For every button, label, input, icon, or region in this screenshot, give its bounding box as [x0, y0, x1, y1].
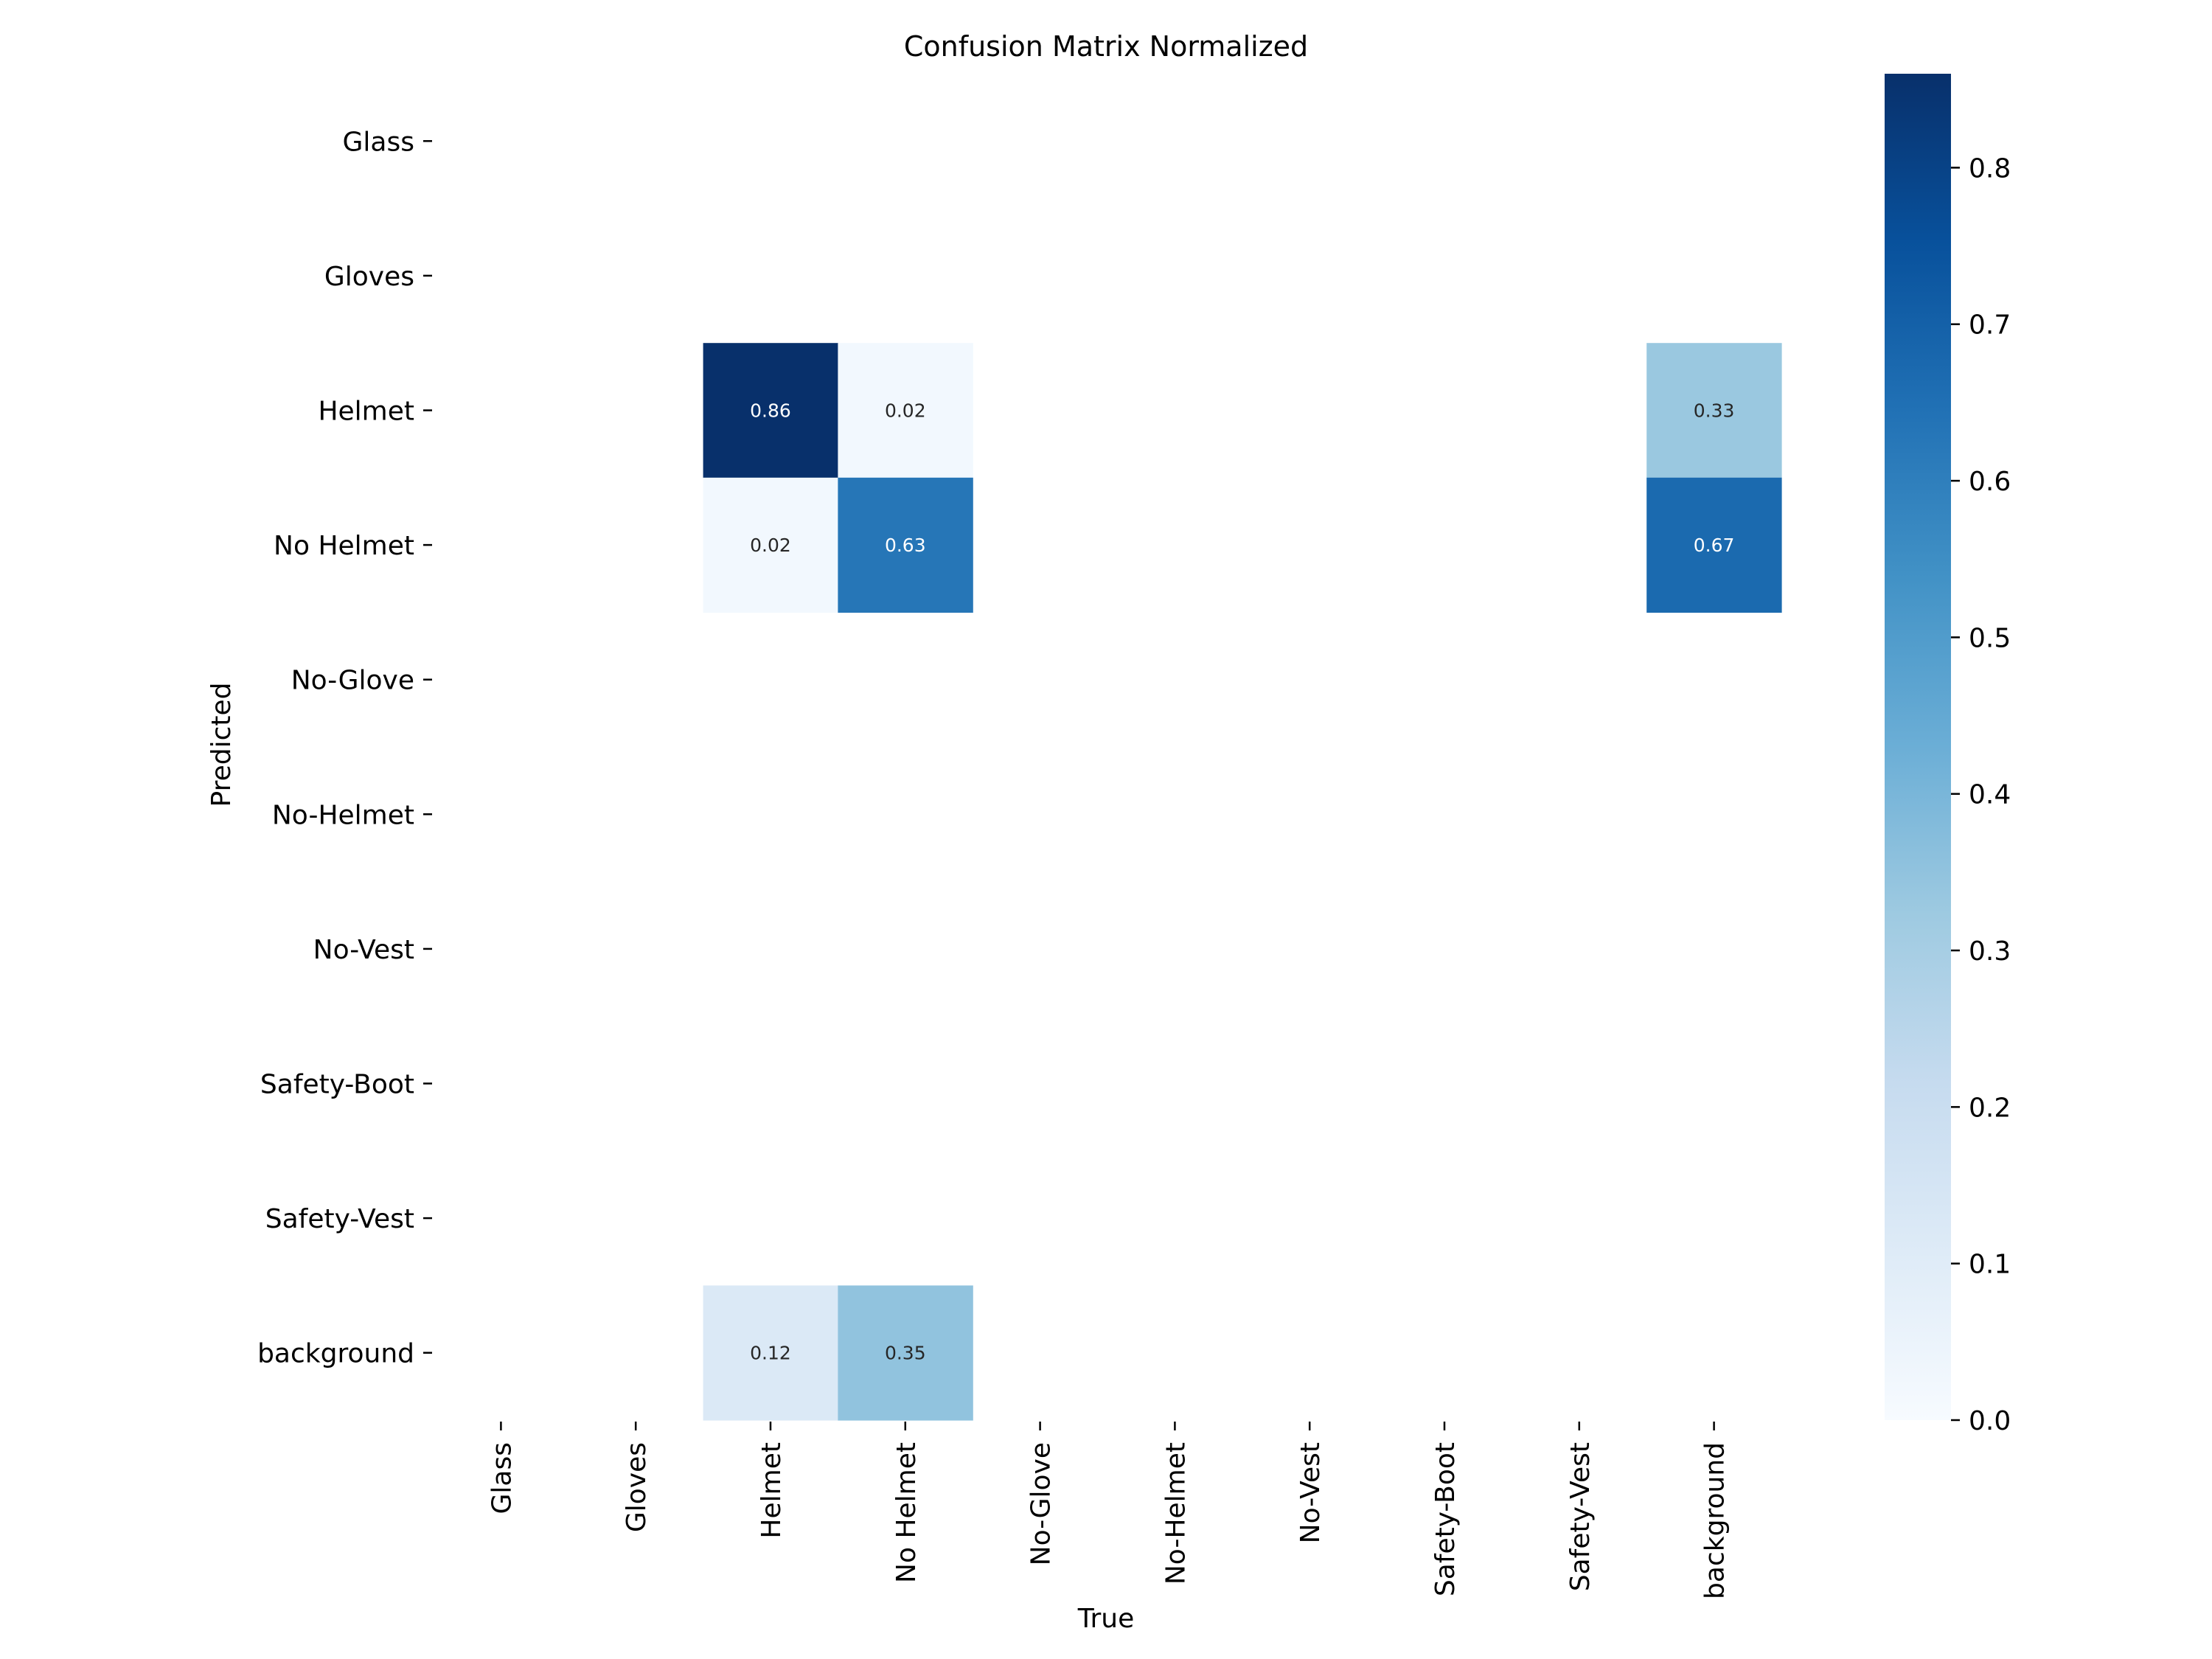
y-tick-label: Gloves	[324, 262, 414, 292]
cell-value-label: 0.12	[750, 1343, 791, 1364]
x-tick-label: Safety-Vest	[1565, 1442, 1596, 1591]
colorbar-tick-label: 0.3	[1969, 936, 2011, 967]
y-axis-title: Predicted	[206, 683, 237, 807]
x-axis-title: True	[1077, 1604, 1134, 1634]
heatmap-cell	[1646, 343, 1782, 479]
y-tick-label: Safety-Boot	[260, 1070, 414, 1100]
chart-title: Confusion Matrix Normalized	[904, 30, 1308, 63]
colorbar	[1885, 74, 1951, 1420]
colorbar-tick-label: 0.1	[1969, 1250, 2011, 1280]
x-tick-label: Glass	[487, 1442, 517, 1514]
cell-value-label: 0.02	[885, 400, 926, 422]
colorbar-ticks: 0.0 0.1 0.2 0.3 0.4 0.5 0.6 0.7 0.8	[1951, 153, 2011, 1436]
y-tick-label: Safety-Vest	[265, 1204, 414, 1234]
heatmap-cells: 0.86 0.02 0.33 0.02 0.63 0.67 0.12 0.35	[703, 343, 1782, 1421]
x-tick-label: No Helmet	[891, 1442, 922, 1583]
x-tick-label: Gloves	[622, 1442, 652, 1532]
x-tick-label: Helmet	[757, 1442, 787, 1539]
heatmap-cell	[703, 477, 838, 613]
heatmap-cell	[703, 343, 838, 479]
heatmap-cell	[838, 477, 973, 613]
y-tick-label: No-Helmet	[272, 800, 414, 830]
x-tick-label: No-Helmet	[1161, 1442, 1191, 1585]
y-tick-labels: Glass Gloves Helmet No Helmet No-Glove No-Hel…	[257, 127, 432, 1369]
colorbar-tick-label: 0.6	[1969, 467, 2011, 497]
cell-value-label: 0.33	[1694, 400, 1735, 422]
cell-value-label: 0.02	[750, 535, 791, 556]
cell-value-label: 0.67	[1694, 535, 1735, 556]
colorbar-tick-label: 0.5	[1969, 623, 2011, 653]
heatmap-cell	[703, 1285, 838, 1421]
cell-value-label: 0.35	[885, 1343, 926, 1364]
colorbar-tick-label: 0.4	[1969, 780, 2011, 810]
colorbar-tick-label: 0.0	[1969, 1406, 2011, 1436]
y-tick-label: No-Vest	[313, 935, 414, 965]
x-tick-labels: Glass Gloves Helmet No Helmet No-Glove No-Hel…	[487, 1422, 1731, 1599]
cell-value-label: 0.63	[885, 535, 926, 556]
y-tick-label: Helmet	[318, 397, 414, 427]
x-tick-label: background	[1700, 1442, 1731, 1599]
y-tick-label: Glass	[343, 127, 414, 157]
x-tick-label: Safety-Boot	[1430, 1442, 1461, 1596]
colorbar-tick-label: 0.7	[1969, 310, 2011, 341]
y-tick-label: No Helmet	[274, 531, 414, 561]
y-tick-label: background	[257, 1339, 414, 1369]
cell-value-label: 0.86	[750, 400, 791, 422]
colorbar-tick-label: 0.8	[1969, 153, 2011, 184]
colorbar-tick-label: 0.2	[1969, 1093, 2011, 1123]
heatmap-cell	[838, 343, 973, 479]
x-tick-label: No-Glove	[1026, 1442, 1057, 1565]
y-tick-label: No-Glove	[291, 666, 414, 696]
x-tick-label: No-Vest	[1295, 1442, 1326, 1543]
heatmap-cell	[838, 1285, 973, 1421]
heatmap-cell	[1646, 477, 1782, 613]
